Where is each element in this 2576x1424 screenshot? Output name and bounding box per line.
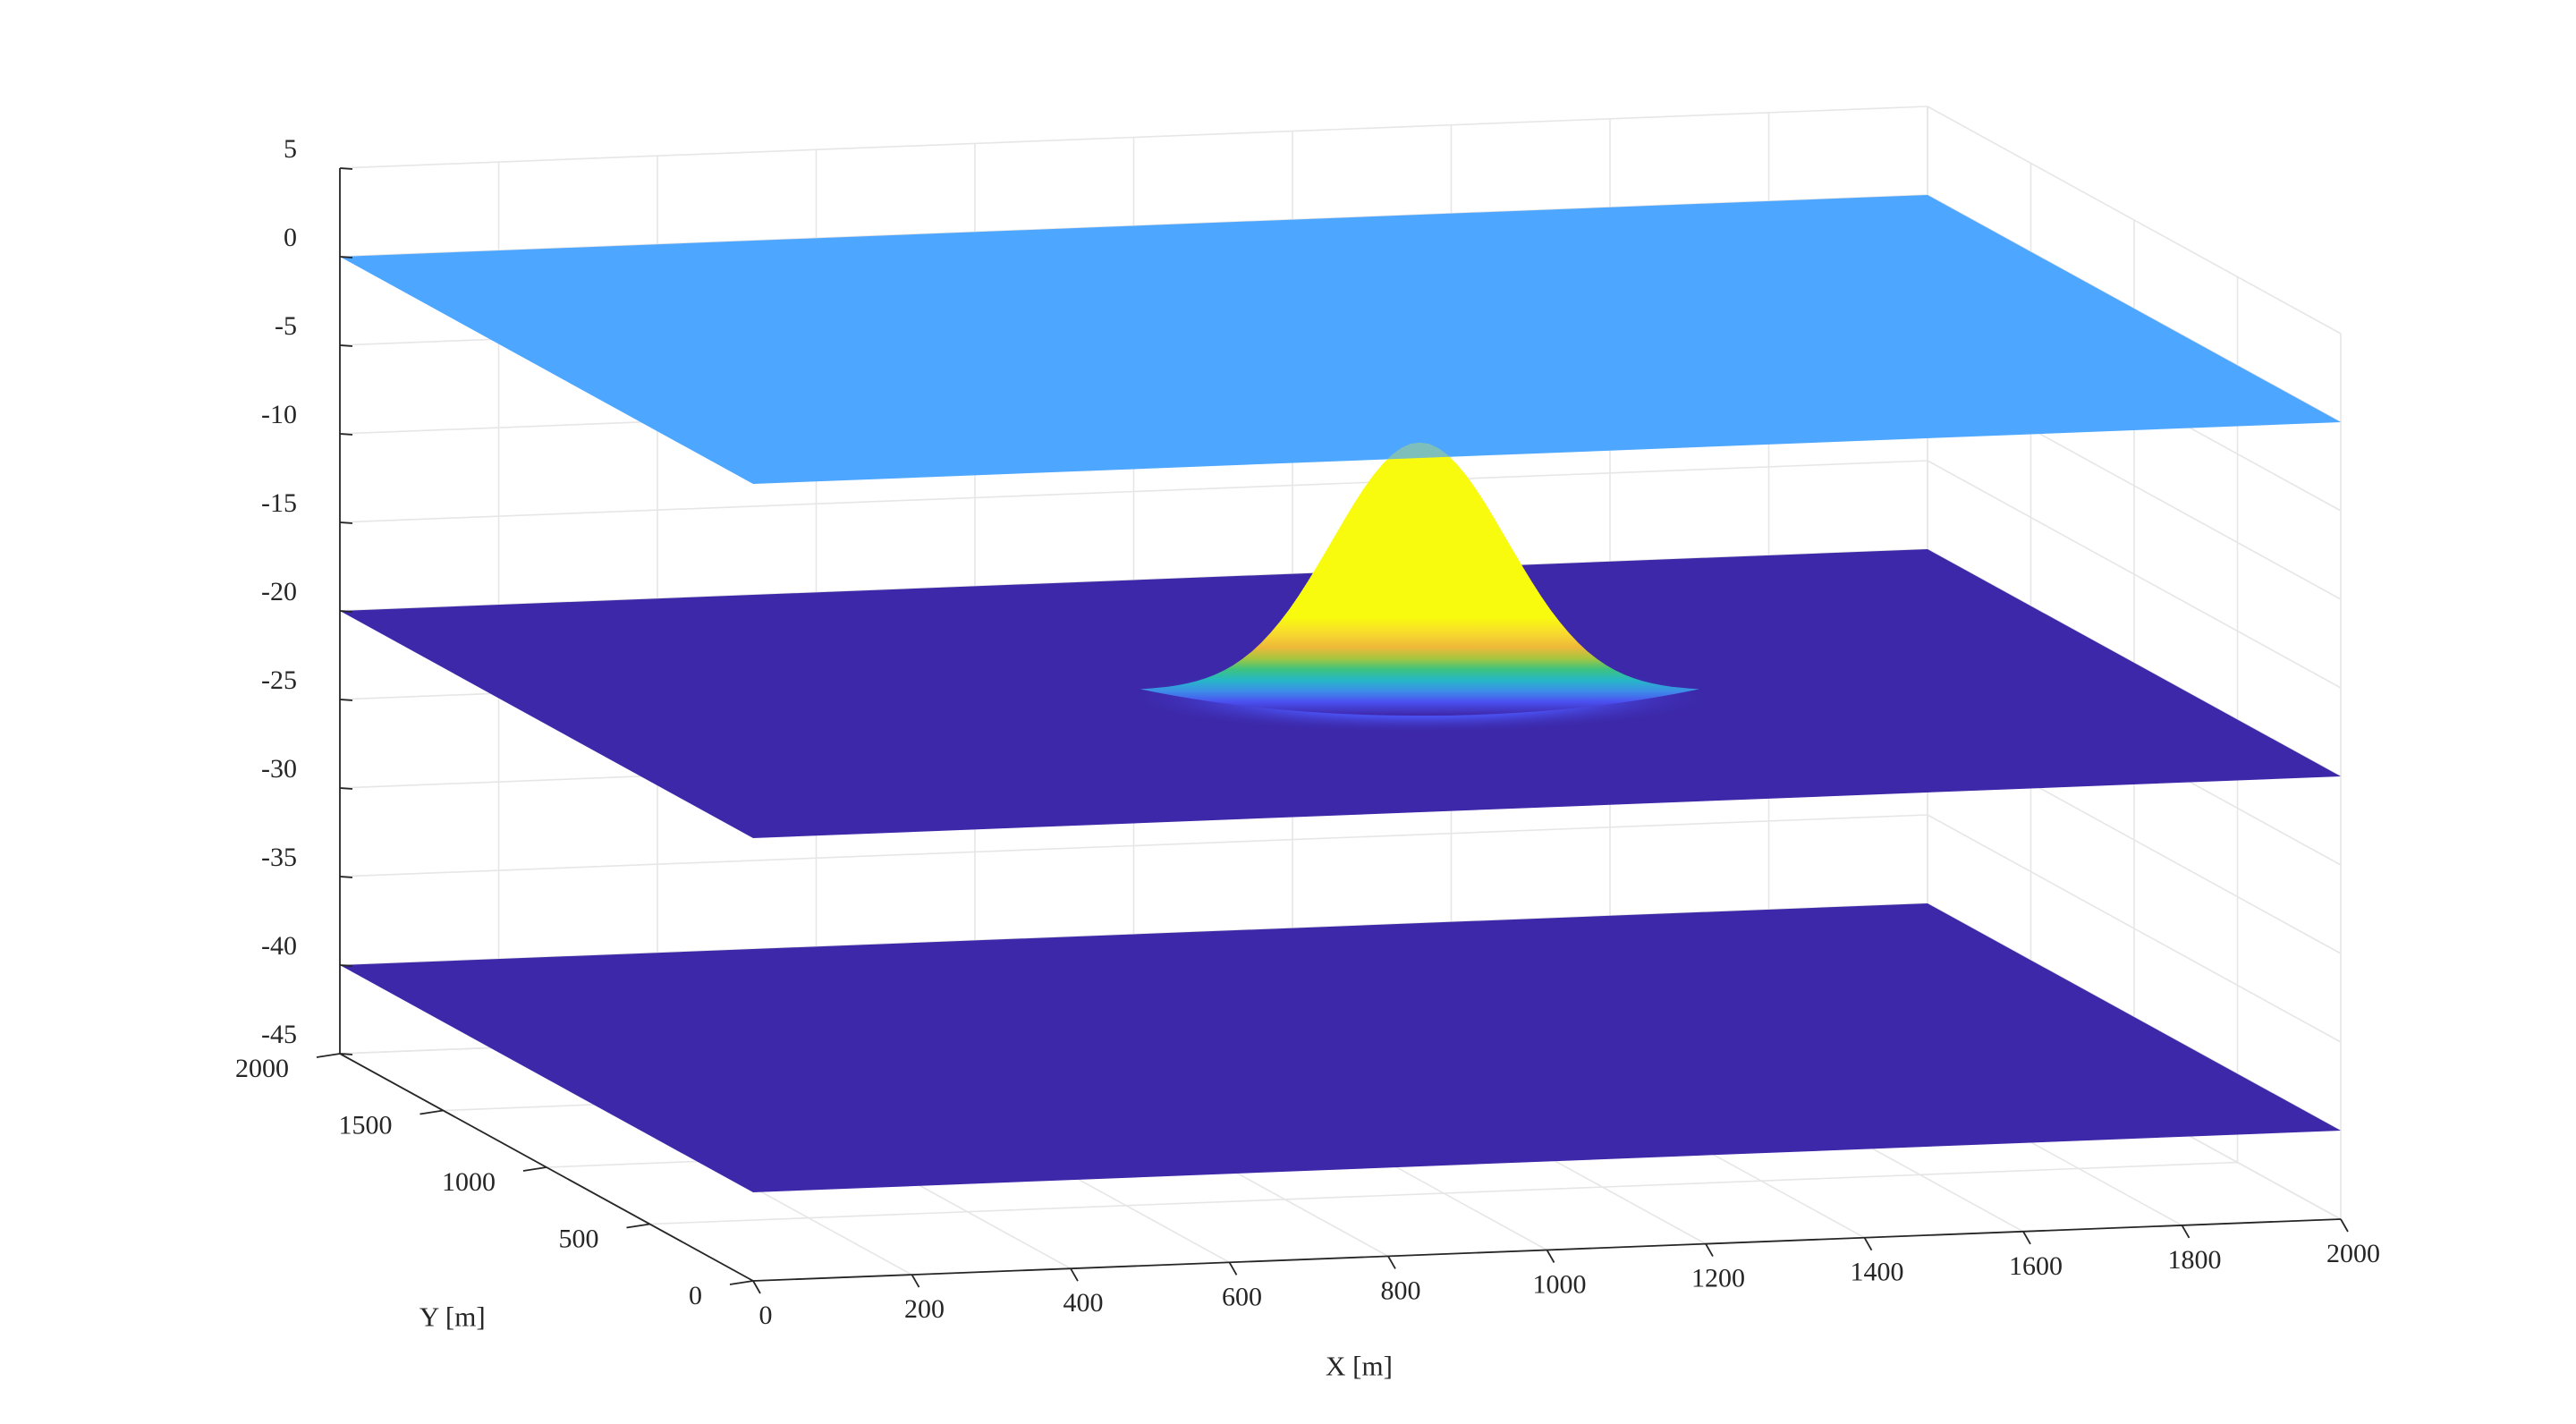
y-tick-label: 500 (559, 1225, 599, 1254)
y-tick-label: 1500 (339, 1111, 393, 1140)
y-tick-mark (626, 1223, 650, 1229)
side-wall-gridline-z (1927, 106, 2342, 335)
z-tick-label: -45 (261, 1020, 297, 1049)
z-tick-label: -25 (261, 665, 297, 695)
z-tick-mark (339, 521, 353, 524)
y-tick-mark (316, 1053, 341, 1058)
x-tick-mark (1705, 1243, 1714, 1258)
z-tick-mark (339, 344, 353, 347)
y-tick-mark (729, 1280, 754, 1285)
x-tick-label: 200 (904, 1294, 945, 1324)
hill-surface (1140, 442, 1699, 716)
x-tick-label: 1800 (2168, 1245, 2222, 1275)
surface-layers (340, 195, 2341, 1192)
y-tick-mark (522, 1166, 547, 1172)
x-tick-mark (2022, 1231, 2031, 1245)
x-tick-mark (2340, 1218, 2349, 1233)
back-wall-gridline-z (339, 106, 1928, 169)
z-tick-mark (339, 699, 353, 701)
z-tick-label: 0 (284, 223, 297, 252)
back-wall-gridline-z (339, 814, 1928, 877)
x-tick-mark (752, 1280, 761, 1294)
x-tick-label: 1200 (1691, 1264, 1745, 1293)
surface-layer-zm40 (340, 903, 2341, 1192)
z-tick-mark (339, 433, 353, 436)
x-tick-label: 800 (1381, 1276, 1421, 1305)
z-tick-mark (339, 167, 353, 170)
axes-lines (316, 167, 2349, 1294)
floor-gridline-y (649, 1161, 2238, 1225)
x-tick-mark (2181, 1225, 2190, 1239)
x-tick-mark (1387, 1255, 1396, 1269)
x-tick-mark (1228, 1261, 1238, 1276)
z-tick-label: -35 (261, 843, 297, 872)
y-tick-label: 2000 (235, 1054, 289, 1083)
z-tick-mark (339, 256, 353, 259)
x-tick-label: 1600 (2009, 1251, 2063, 1281)
z-tick-label: -5 (275, 311, 297, 341)
z-tick-label: -20 (261, 577, 297, 606)
z-tick-label: 5 (284, 134, 297, 164)
side-wall-gridline-z (1927, 460, 2342, 689)
x-tick-mark (1863, 1237, 1873, 1251)
gaussian-hill (1117, 442, 1722, 734)
z-tick-label: -15 (261, 488, 297, 518)
x-tick-label: 0 (759, 1301, 773, 1330)
x-tick-label: 600 (1222, 1282, 1262, 1311)
x-tick-mark (911, 1274, 920, 1288)
x-tick-mark (1070, 1267, 1079, 1282)
y-axis-label: Y [m] (419, 1301, 486, 1333)
x-tick-label: 2000 (2326, 1239, 2380, 1268)
back-wall-gridline-z (339, 460, 1928, 523)
z-tick-mark (339, 964, 353, 967)
x-tick-mark (1546, 1250, 1555, 1263)
x-tick-label: 1400 (1851, 1258, 1904, 1287)
z-tick-label: -40 (261, 931, 297, 961)
y-tick-mark (419, 1109, 444, 1115)
x-axis-label: X [m] (1326, 1351, 1393, 1382)
z-tick-mark (339, 1053, 353, 1055)
y-tick-label: 1000 (442, 1167, 496, 1197)
side-wall-gridline-z (1927, 814, 2342, 1043)
x-tick-label: 400 (1063, 1288, 1104, 1318)
z-tick-mark (339, 610, 353, 613)
z-tick-label: -10 (261, 400, 297, 429)
z-tick-label: -30 (261, 754, 297, 784)
z-tick-mark (339, 787, 353, 790)
surface-layer-z0 (340, 195, 2341, 484)
x-tick-label: 1000 (1533, 1270, 1587, 1300)
y-tick-label: 0 (689, 1281, 702, 1310)
tick-labels: -45 -40 -35 -30 -25 -20 -15 -10 -5 0 5 0 200 400 600 80… (235, 134, 2380, 1330)
